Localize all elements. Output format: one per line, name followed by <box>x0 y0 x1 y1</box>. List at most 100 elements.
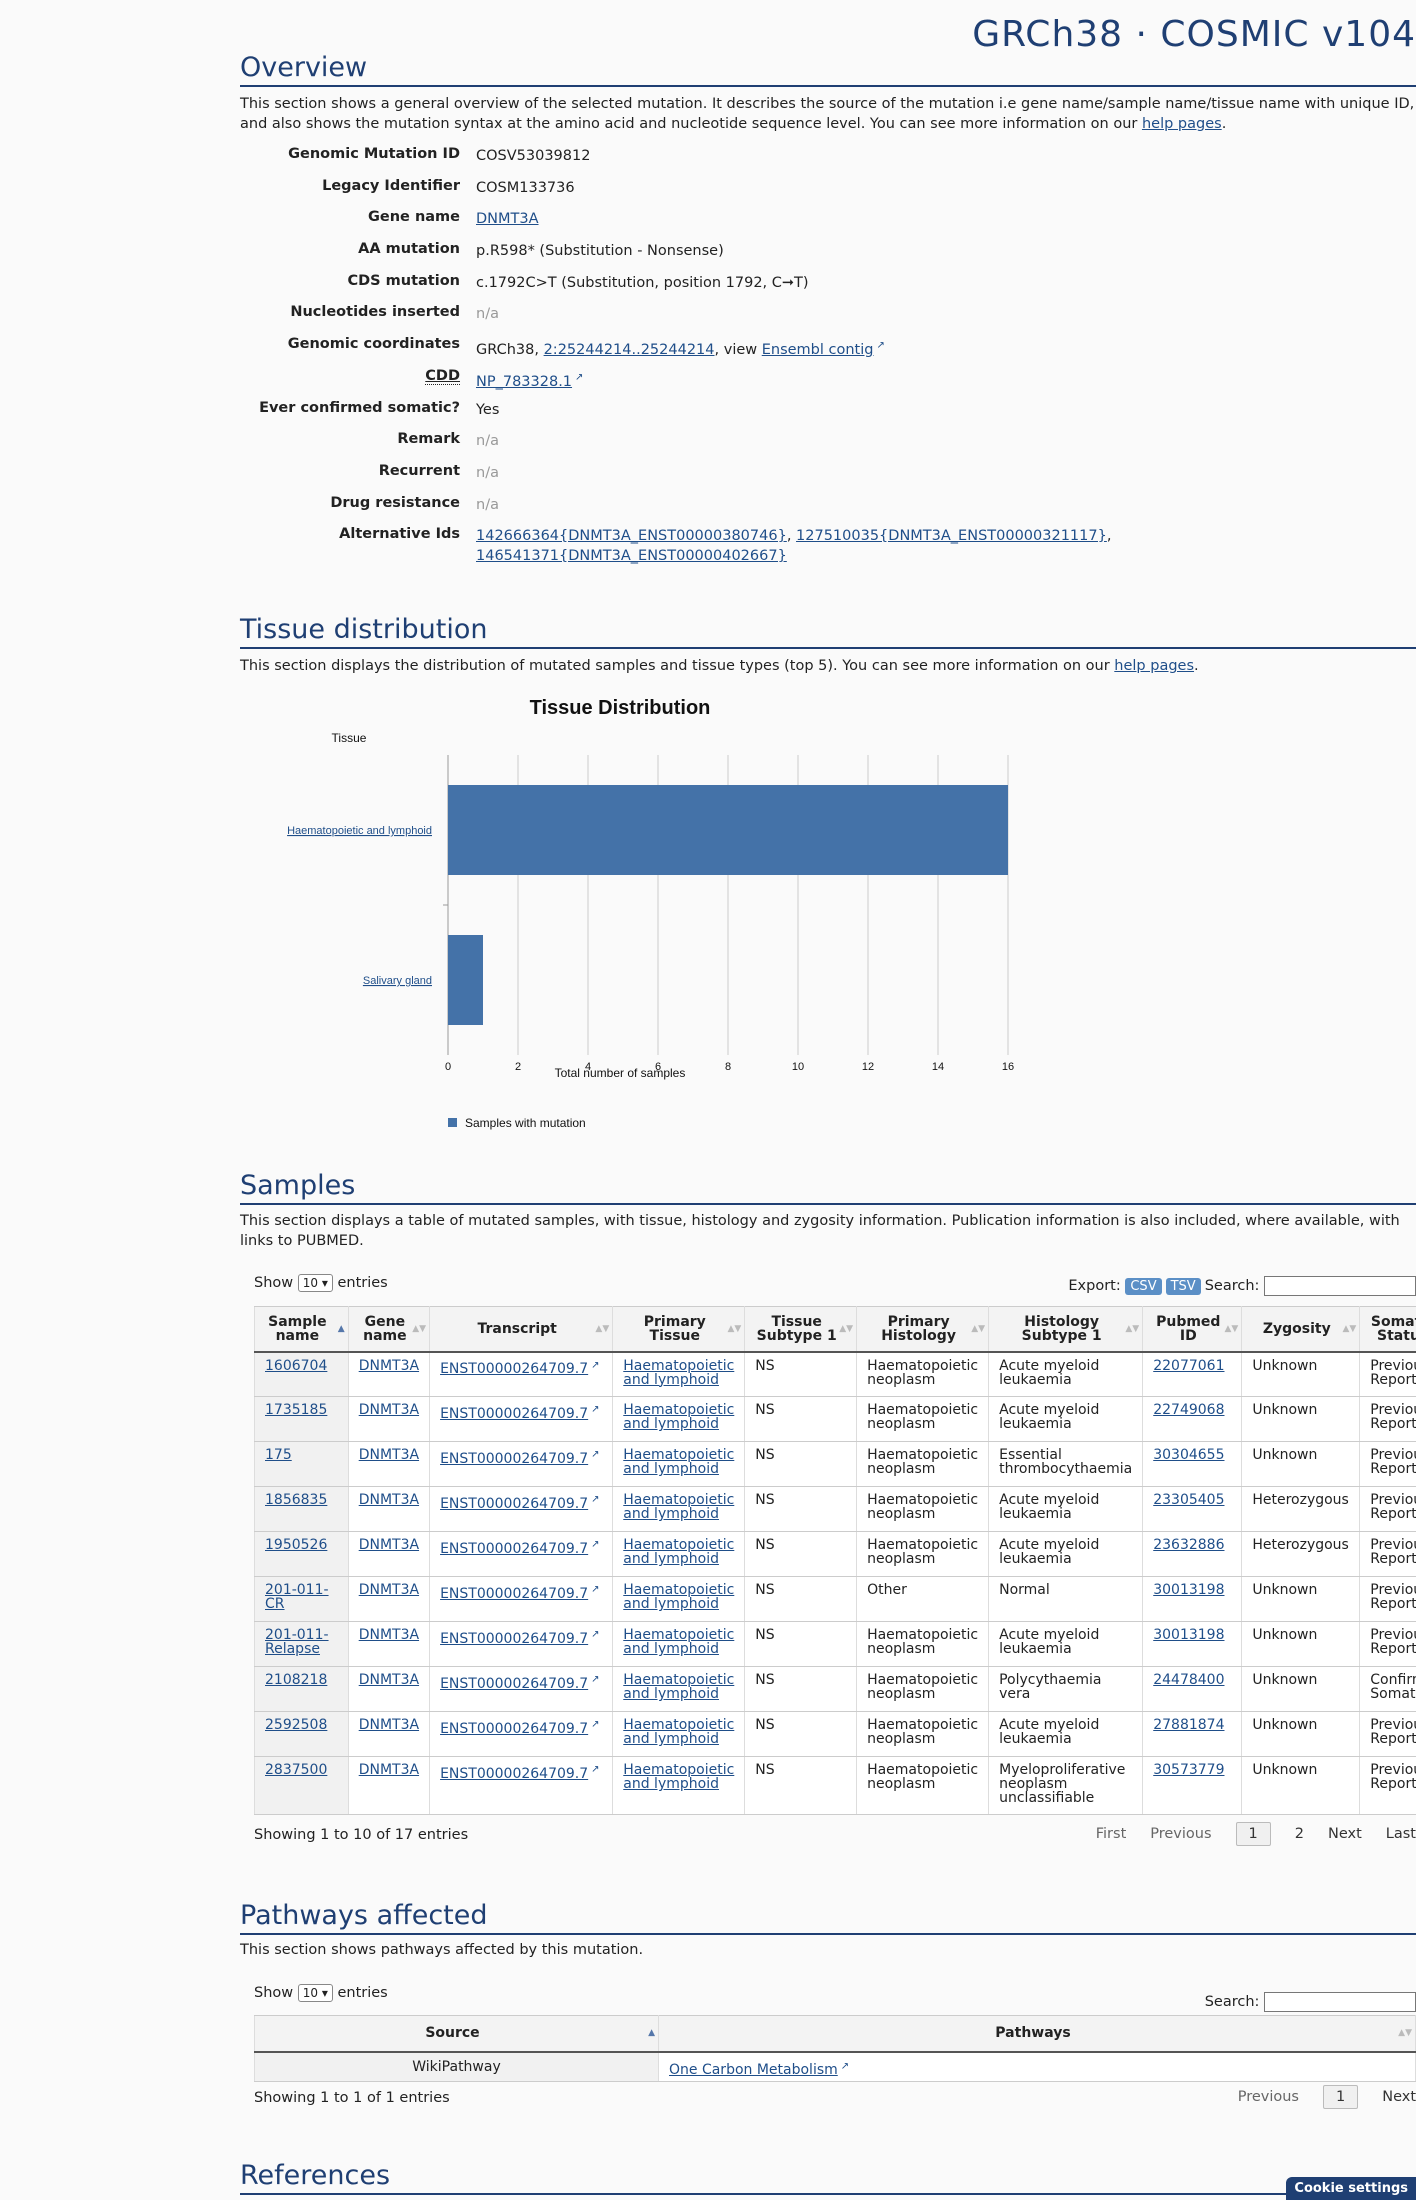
gene-link[interactable]: DNMT3A <box>358 1627 420 1643</box>
gene-link[interactable]: DNMT3A <box>358 1492 420 1508</box>
gene-name-link[interactable]: DNMT3A <box>476 211 539 228</box>
primary-tissue-link[interactable]: Haematopoietic and lymphoid <box>623 1717 735 1747</box>
sample-link[interactable]: 1606704 <box>265 1357 328 1374</box>
gene-link[interactable]: DNMT3A <box>358 1672 420 1688</box>
page-2-button[interactable]: 2 <box>1294 1826 1304 1842</box>
pubmed-link[interactable]: 30304655 <box>1153 1447 1225 1463</box>
pubmed-link[interactable]: 23305405 <box>1153 1492 1225 1508</box>
samples-entries-select[interactable]: 10 ▾ <box>297 1274 333 1292</box>
overview-help-link[interactable]: help pages <box>1141 116 1222 132</box>
page-last-button[interactable]: Last <box>1385 1826 1416 1842</box>
tissue-help-link[interactable]: help pages <box>1114 658 1195 674</box>
chart-x-tick-label: 2 <box>515 1061 521 1073</box>
primary-tissue-link[interactable]: Haematopoietic and lymphoid <box>623 1672 735 1702</box>
pubmed-link[interactable]: 30013198 <box>1153 1582 1225 1598</box>
primary-tissue-link[interactable]: Haematopoietic and lymphoid <box>623 1492 735 1522</box>
page-previous-button[interactable]: Previous <box>1237 2089 1299 2105</box>
transcript-link[interactable]: ENST00000264709.7 <box>440 1721 599 1737</box>
row-cds-mutation: CDS mutation c.1792C>T (Substitution, po… <box>240 273 1416 305</box>
col-header[interactable]: Primary Tissue ▲▼ <box>612 1306 746 1353</box>
transcript-link[interactable]: ENST00000264709.7 <box>440 1361 599 1377</box>
pubmed-link[interactable]: 22077061 <box>1153 1357 1225 1374</box>
sample-link[interactable]: 2837500 <box>265 1762 328 1778</box>
transcript-link[interactable]: ENST00000264709.7 <box>440 1676 599 1692</box>
primary-tissue-link[interactable]: Haematopoietic and lymphoid <box>623 1447 735 1477</box>
pubmed-link[interactable]: 27881874 <box>1153 1717 1225 1733</box>
pubmed-link[interactable]: 30013198 <box>1153 1627 1225 1643</box>
transcript-link[interactable]: ENST00000264709.7 <box>440 1451 599 1467</box>
primary-tissue-link[interactable]: Haematopoietic and lymphoid <box>623 1582 735 1612</box>
chart-bar[interactable] <box>448 935 483 1025</box>
gene-link[interactable]: DNMT3A <box>358 1582 420 1598</box>
col-source[interactable]: Source ▲ <box>254 2015 659 2053</box>
primary-tissue-link[interactable]: Haematopoietic and lymphoid <box>623 1627 735 1657</box>
sample-link[interactable]: 175 <box>265 1447 292 1463</box>
primary-tissue-link[interactable]: Haematopoietic and lymphoid <box>623 1537 735 1567</box>
col-header[interactable]: Pubmed ID ▲▼ <box>1142 1306 1243 1353</box>
ensembl-contig-link[interactable]: Ensembl contig <box>762 342 885 358</box>
samples-search-input[interactable] <box>1264 1276 1416 1296</box>
gene-link[interactable]: DNMT3A <box>358 1762 420 1778</box>
primary-tissue-link[interactable]: Haematopoietic and lymphoid <box>623 1357 735 1388</box>
transcript-link[interactable]: ENST00000264709.7 <box>440 1586 599 1602</box>
col-pathways[interactable]: Pathways ▲▼ <box>658 2015 1416 2053</box>
col-header[interactable]: Tissue Subtype 1 ▲▼ <box>744 1306 858 1353</box>
gene-link[interactable]: DNMT3A <box>358 1717 420 1733</box>
sample-link[interactable]: 201-011-CR <box>265 1582 329 1612</box>
export-csv-button[interactable]: CSV <box>1125 1277 1162 1295</box>
page-previous-button[interactable]: Previous <box>1150 1826 1212 1842</box>
sample-link[interactable]: 2592508 <box>265 1717 328 1733</box>
page-first-button[interactable]: First <box>1095 1826 1127 1842</box>
gene-link[interactable]: DNMT3A <box>358 1537 420 1553</box>
col-header[interactable]: Zygosity ▲▼ <box>1241 1306 1361 1353</box>
sample-link[interactable]: 1856835 <box>265 1492 328 1508</box>
primary-tissue-link[interactable]: Haematopoietic and lymphoid <box>623 1402 735 1432</box>
pubmed-link[interactable]: 23632886 <box>1153 1537 1225 1553</box>
alternative-id-link[interactable]: 127510035{DNMT3A_ENST00000321117} <box>796 528 1107 545</box>
gene-link[interactable]: DNMT3A <box>358 1357 420 1374</box>
pathways-search-input[interactable] <box>1264 1992 1416 2012</box>
transcript-link[interactable]: ENST00000264709.7 <box>440 1496 599 1512</box>
pathways-entries-select[interactable]: 10 ▾ <box>297 1984 333 2002</box>
transcript-link[interactable]: ENST00000264709.7 <box>440 1406 599 1422</box>
gene-link[interactable]: DNMT3A <box>358 1447 420 1463</box>
chart-category-label[interactable]: Haematopoietic and lymphoid <box>287 825 432 837</box>
genomic-coordinates-link[interactable]: 2:25244214..25244214 <box>543 341 715 358</box>
chart-category-label[interactable]: Salivary gland <box>363 975 432 987</box>
col-header[interactable]: Somatic Status▲▼ <box>1359 1306 1416 1353</box>
sample-link[interactable]: 201-011-Relapse <box>265 1627 329 1657</box>
sample-link[interactable]: 1735185 <box>265 1402 328 1418</box>
chart-bar[interactable] <box>448 785 1008 875</box>
col-header[interactable]: Transcript ▲▼ <box>429 1306 614 1353</box>
sample-link[interactable]: 2108218 <box>265 1672 328 1688</box>
col-header[interactable]: Gene name ▲▼ <box>347 1306 431 1353</box>
transcript-link[interactable]: ENST00000264709.7 <box>440 1541 599 1557</box>
cookie-settings-button[interactable]: Cookie settings <box>1286 2177 1416 2200</box>
chart-x-tick-label: 6 <box>655 1061 661 1073</box>
zygosity: Heterozygous <box>1252 1492 1349 1508</box>
alternative-id-link[interactable]: 142666364{DNMT3A_ENST00000380746} <box>476 528 787 545</box>
alternative-id-link[interactable]: 146541371{DNMT3A_ENST00000402667} <box>476 548 787 565</box>
page-1-button[interactable]: 1 <box>1235 1822 1271 1846</box>
pubmed-link[interactable]: 30573779 <box>1153 1762 1225 1778</box>
col-header[interactable]: Primary Histology ▲▼ <box>856 1306 990 1353</box>
pubmed-link[interactable]: 22749068 <box>1153 1402 1225 1418</box>
page-1-button[interactable]: 1 <box>1322 2085 1359 2109</box>
row-nucleotides-inserted: Nucleotides inserted n/a <box>240 304 1416 336</box>
pubmed-link[interactable]: 24478400 <box>1153 1672 1225 1688</box>
page-next-button[interactable]: Next <box>1328 1826 1362 1842</box>
col-header[interactable]: Histology Subtype 1 ▲▼ <box>988 1306 1144 1353</box>
cdd-link[interactable]: NP_783328.1 <box>476 374 583 390</box>
primary-tissue-link[interactable]: Haematopoietic and lymphoid <box>623 1762 735 1792</box>
page-next-button[interactable]: Next <box>1382 2089 1416 2105</box>
row-aa-mutation: AA mutation p.R598* (Substitution - Nons… <box>240 241 1416 273</box>
sample-link[interactable]: 1950526 <box>265 1537 328 1553</box>
transcript-link[interactable]: ENST00000264709.7 <box>440 1766 599 1782</box>
export-tsv-button[interactable]: TSV <box>1165 1277 1201 1295</box>
pathway-link[interactable]: One Carbon Metabolism <box>669 2062 849 2078</box>
gene-link[interactable]: DNMT3A <box>358 1402 420 1418</box>
transcript-link[interactable]: ENST00000264709.7 <box>440 1631 599 1647</box>
cell-transcript: ENST00000264709.7 <box>429 1756 614 1815</box>
zygosity: Unknown <box>1252 1582 1318 1598</box>
col-header[interactable]: Sample name ▲ <box>254 1306 349 1353</box>
